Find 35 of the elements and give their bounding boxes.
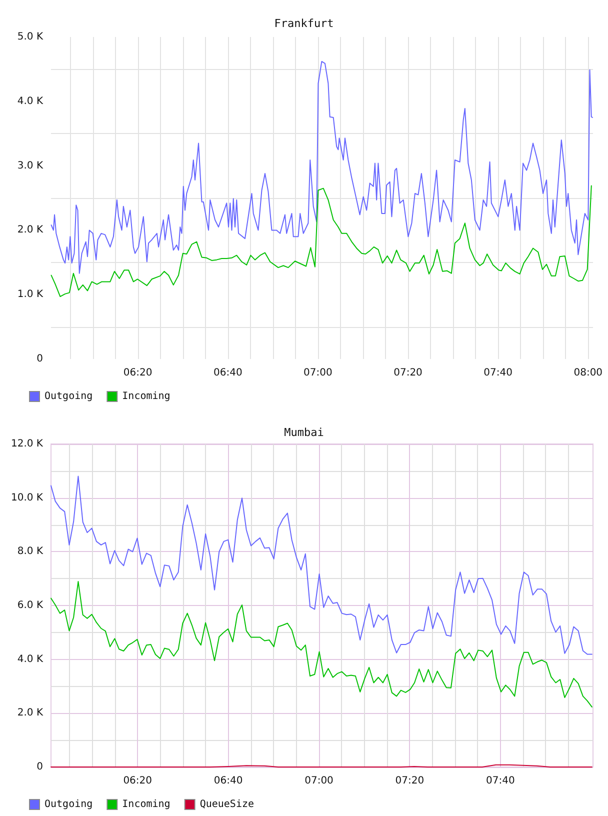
x-tick-label: 06:20 xyxy=(123,368,152,378)
y-tick-label: 4.0 K xyxy=(17,96,44,107)
legend-label: QueueSize xyxy=(200,799,254,810)
y-tick-label: 6.0 K xyxy=(17,600,44,611)
line-series xyxy=(50,60,593,274)
y-tick-label: 10.0 K xyxy=(10,492,44,504)
y-tick-label: 2.0 K xyxy=(17,708,44,719)
x-tick-label: 06:40 xyxy=(214,776,243,786)
y-tick-label: 0 xyxy=(36,762,43,772)
y-tick-label: 1.0 K xyxy=(17,289,44,300)
y-tick-label: 2.0 K xyxy=(17,224,44,236)
line-series xyxy=(50,476,592,655)
x-tick-label: 07:40 xyxy=(486,776,515,786)
y-tick-label: 5.0 K xyxy=(17,32,44,42)
legend-label: Outgoing xyxy=(44,799,93,810)
x-tick-label: 07:20 xyxy=(395,776,424,786)
x-tick-label: 06:20 xyxy=(123,776,152,786)
x-tick-label: 07:40 xyxy=(484,368,512,378)
y-tick-label: 3.0 K xyxy=(17,160,44,172)
line-series xyxy=(50,185,592,298)
x-tick-label: 08:00 xyxy=(574,368,603,378)
legend-label: Incoming xyxy=(122,799,170,810)
x-tick-label: 06:40 xyxy=(213,368,242,378)
chart-title: Mumbai xyxy=(284,426,324,439)
y-tick-label: 0 xyxy=(36,354,43,364)
line-series xyxy=(50,581,592,708)
x-tick-label: 07:00 xyxy=(304,368,332,378)
y-tick-label: 12.0 K xyxy=(10,438,44,450)
y-tick-label: 4.0 K xyxy=(17,654,44,665)
y-tick-label: 8.0 K xyxy=(17,546,44,558)
legend-label: Outgoing xyxy=(44,391,93,402)
chart-title: Frankfurt xyxy=(274,17,334,30)
legend-label: Incoming xyxy=(122,391,170,402)
x-tick-label: 07:00 xyxy=(304,776,334,786)
x-tick-label: 07:20 xyxy=(394,368,422,378)
